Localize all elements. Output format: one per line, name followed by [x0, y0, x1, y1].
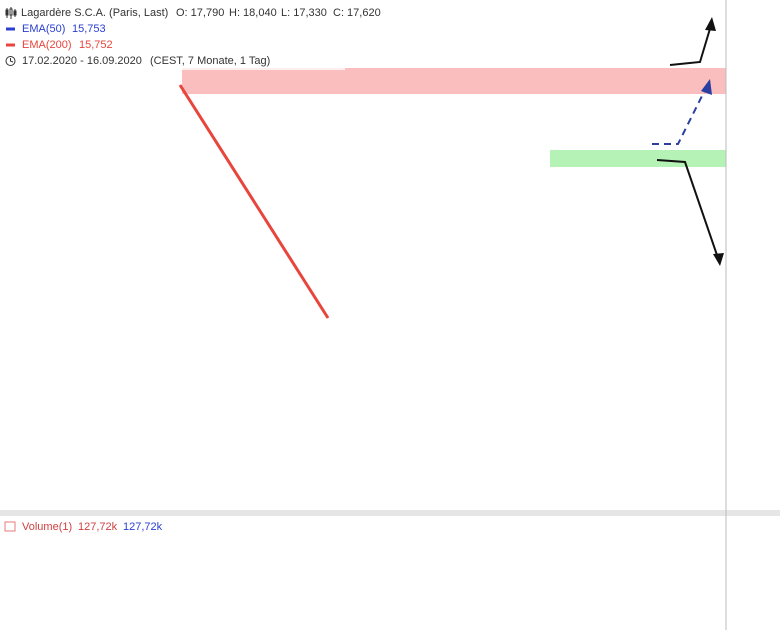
legend-value: 15,753 [72, 23, 106, 35]
arrow-dashed [652, 87, 707, 145]
arrow-head [713, 253, 724, 266]
clock-icon [5, 56, 16, 66]
arrow-up [669, 21, 713, 66]
volume-value: 127,72k [123, 521, 163, 533]
arrow-down [656, 159, 719, 259]
legend-low: L: 17,330 [281, 7, 327, 19]
date-range: 17.02.2020 - 16.09.2020 [22, 55, 142, 67]
panel-separator [0, 510, 780, 516]
legend-icon [5, 7, 17, 19]
volume-icon [4, 521, 16, 532]
resistance-zone [182, 68, 726, 94]
volume-name: Volume(1) [22, 521, 72, 533]
legend-name: EMA(50) [22, 23, 65, 35]
clock-icon [10, 58, 14, 63]
legend-bg [0, 0, 345, 70]
chart-title: Lagardère S.C.A. (Paris, Last) [21, 7, 168, 19]
legend-open: O: 17,790 [176, 7, 224, 19]
arrow-head [705, 17, 716, 31]
support-zone [550, 150, 726, 167]
legend-value: 15,752 [79, 39, 113, 51]
volume-value: 127,72k [78, 521, 118, 533]
arrow-head [701, 79, 712, 95]
period: (CEST, 7 Monate, 1 Tag) [150, 55, 270, 67]
trend-line [178, 84, 330, 319]
legend-name: EMA(200) [22, 39, 72, 51]
legend-high: H: 18,040 [229, 7, 277, 19]
legend-close: C: 17,620 [333, 7, 381, 19]
